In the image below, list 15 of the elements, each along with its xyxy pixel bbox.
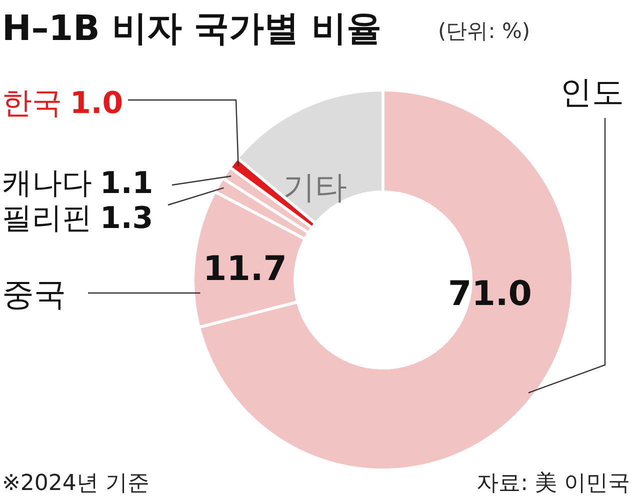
slice-label: 필리핀 [2,201,92,236]
slice-label: 중국 [2,275,66,313]
chart-subtitle: (단위: %) [438,19,530,43]
chart-title: H–1B 비자 국가별 비율 [2,9,382,49]
slice-label: 캐나다 [2,166,92,201]
data-label: 1.3 [100,201,154,236]
data-label: 1.0 [70,86,124,121]
text: 자료: 美 이민국 [476,471,630,496]
slice-label: 기타 [283,168,347,206]
data-label: 71.0 [448,274,532,314]
text: ※2024년 기준 [2,471,150,496]
slice-label: 한국 [2,86,62,121]
data-label: 11.7 [203,249,287,289]
data-label: 1.1 [100,166,154,201]
slice-label: 인도 [560,73,624,111]
